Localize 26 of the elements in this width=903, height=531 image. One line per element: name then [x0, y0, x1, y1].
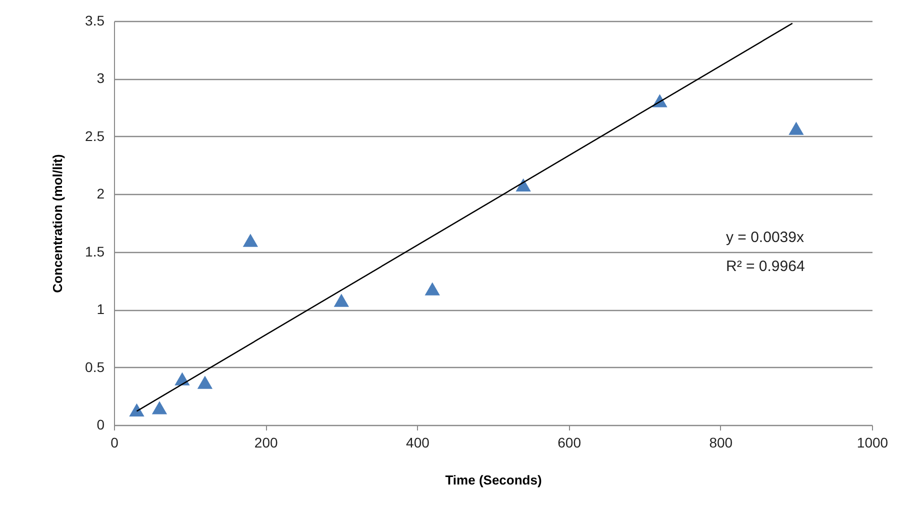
- y-tick-label: 1: [96, 301, 105, 318]
- point: [152, 401, 168, 414]
- y-tick-label: 3: [96, 70, 105, 86]
- x-tick-label: 1000: [856, 434, 888, 450]
- y-tick-label: 0: [96, 416, 105, 432]
- x-tick-label: 400: [406, 434, 430, 450]
- point: [129, 403, 144, 417]
- x-axis-title: Time (Seconds): [445, 472, 542, 488]
- point: [424, 282, 440, 296]
- y-tick-label: 2: [96, 186, 105, 202]
- y-tick-label: 2.5: [85, 128, 105, 144]
- annotation: y = 0.0039x: [726, 229, 804, 246]
- point: [242, 234, 258, 247]
- x-tick-label: 200: [254, 434, 278, 450]
- point: [197, 376, 213, 389]
- x-tick-label: 800: [709, 434, 733, 450]
- point: [516, 178, 531, 192]
- x-tick-label: 0: [110, 434, 119, 450]
- x-tick-label: 600: [558, 434, 582, 450]
- y-tick-label: 3.5: [85, 12, 105, 28]
- annotation: R² = 0.9964: [726, 258, 805, 275]
- point: [334, 294, 349, 307]
- point: [788, 122, 804, 135]
- y-tick-label: 1.5: [85, 243, 105, 260]
- y-tick-label: 0.5: [85, 358, 105, 375]
- y-axis-title: Concentration (mol/lit): [50, 154, 66, 293]
